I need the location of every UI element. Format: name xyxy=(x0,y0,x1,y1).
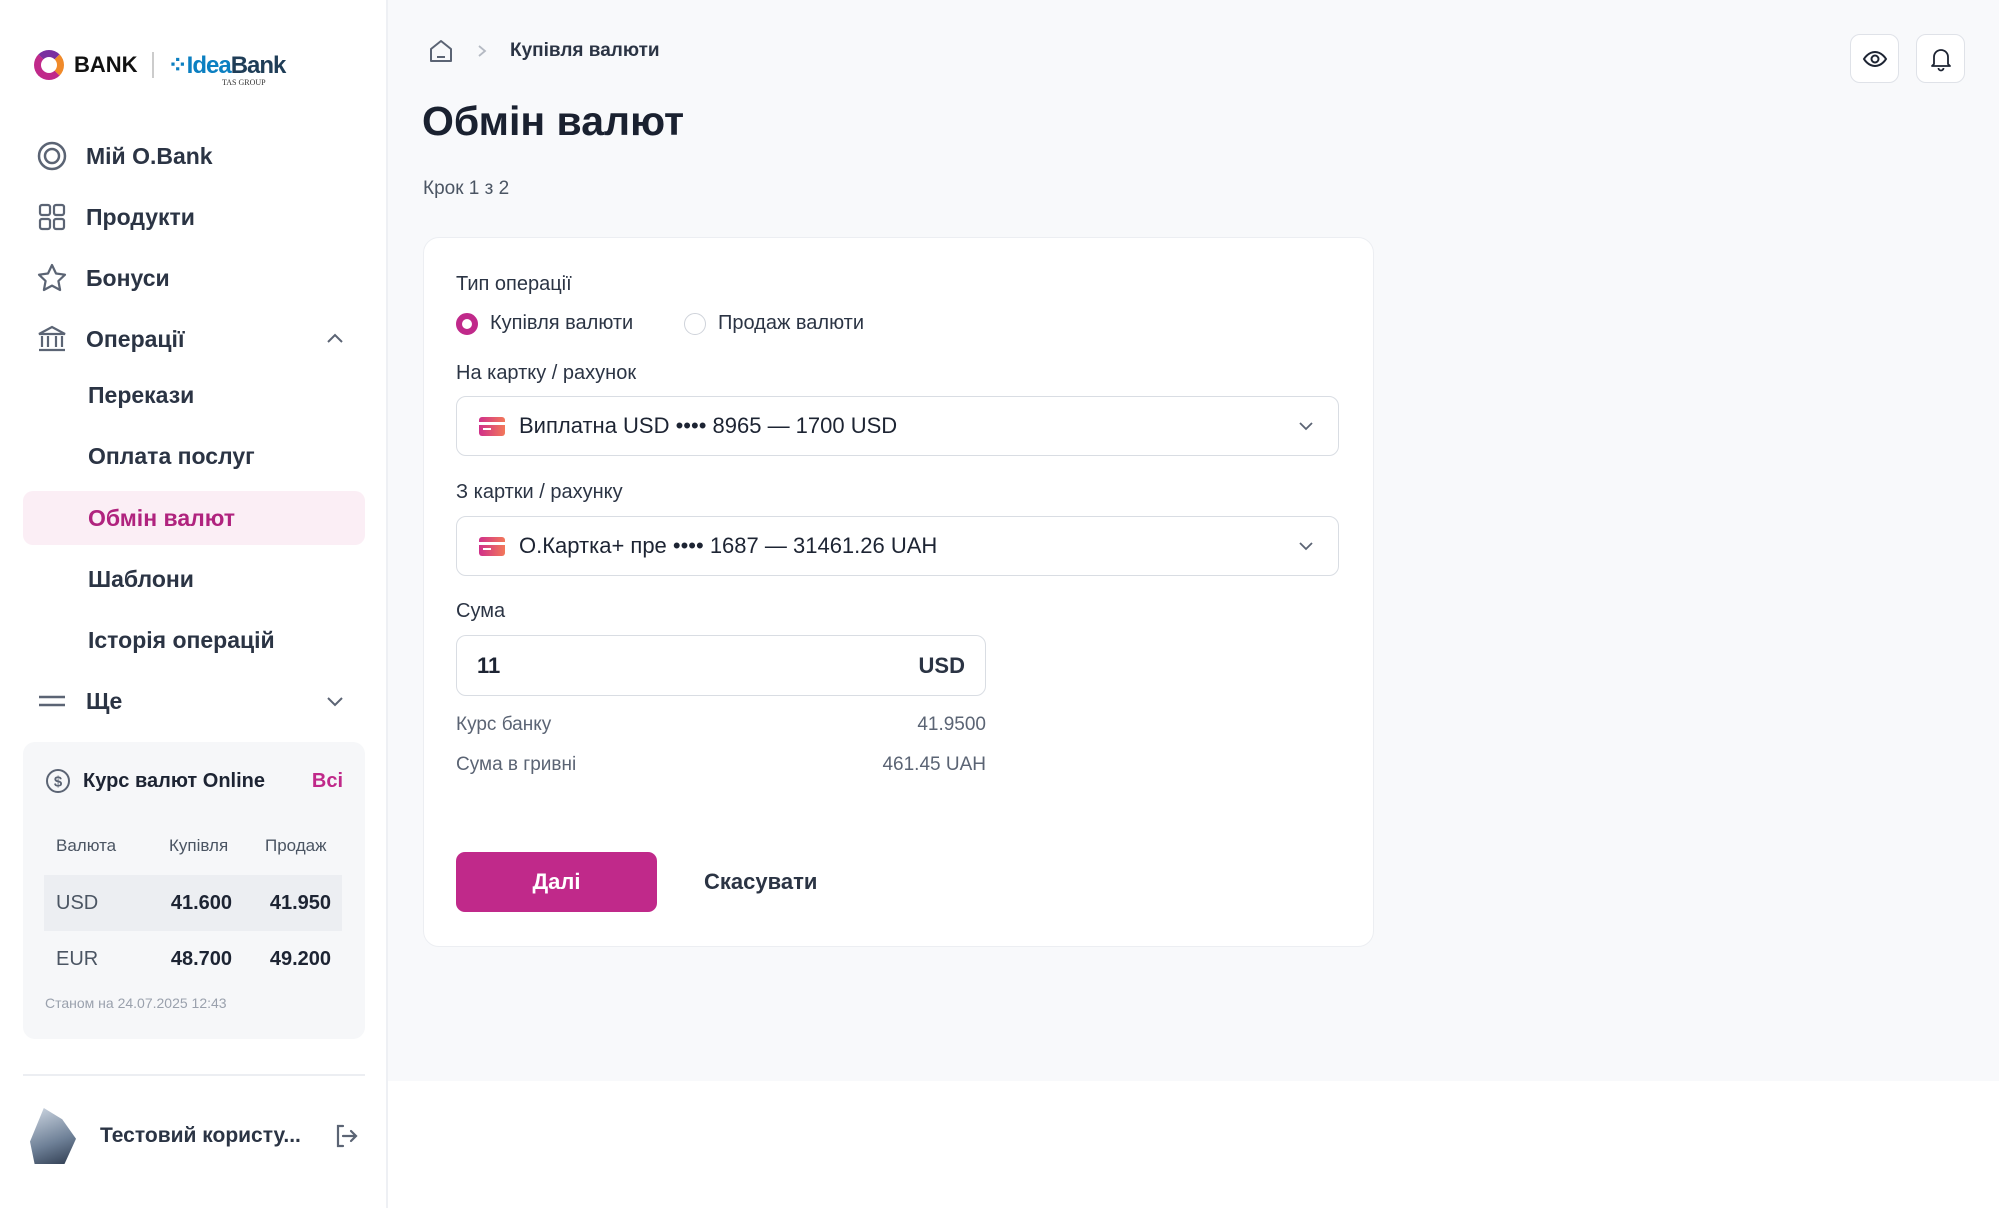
sidebar-item-label: Мій O.Bank xyxy=(86,142,213,169)
home-icon[interactable] xyxy=(428,38,454,64)
rate-buy: 41.600 xyxy=(170,892,232,914)
card-icon xyxy=(479,536,505,556)
rate-buy: 48.700 xyxy=(170,948,232,970)
sidebar-item-operations[interactable]: Операції xyxy=(36,323,346,355)
rates-header-buy: Купівля xyxy=(169,836,229,855)
radio-buy-currency[interactable]: Купівля валюти xyxy=(456,312,633,335)
page-title: Обмін валют xyxy=(422,98,685,144)
bank-icon xyxy=(38,325,66,352)
breadcrumb-current: Купівля валюти xyxy=(510,40,660,61)
breadcrumb: Купівля валюти xyxy=(428,38,660,64)
to-account-value: Виплатна USD •••• 8965 — 1700 USD xyxy=(519,413,898,438)
sidebar-subitem-currency-exchange[interactable]: Обмін валют xyxy=(88,505,236,531)
sidebar-active-highlight xyxy=(23,491,365,545)
from-account-label: З картки / рахунку xyxy=(456,481,623,503)
grid-icon xyxy=(38,203,66,231)
sidebar: BANK ⁘IdeaBank TAS GROUP Мій O.Bank Прод… xyxy=(0,0,388,1208)
user-profile[interactable]: Тестовий користу... xyxy=(30,1108,360,1164)
rates-header-sell: Продаж xyxy=(265,836,327,855)
eye-icon xyxy=(1862,50,1887,67)
amount-currency: USD xyxy=(918,652,965,678)
cancel-button[interactable]: Скасувати xyxy=(704,869,818,894)
dollar-circle-icon: $ xyxy=(46,769,70,793)
rates-timestamp: Станом на 24.07.2025 12:43 xyxy=(45,995,227,1011)
rates-row-usd: USD 41.600 41.950 xyxy=(44,875,342,931)
logout-icon[interactable] xyxy=(332,1122,360,1150)
from-account-select[interactable]: О.Картка+ пре •••• 1687 — 31461.26 UAH xyxy=(456,516,1339,576)
rates-row-eur: EUR 48.700 49.200 xyxy=(44,931,342,987)
uah-sum-row: Сума в гривні 461.45 UAH xyxy=(456,754,986,776)
radio-label: Купівля валюти xyxy=(490,312,634,334)
avatar xyxy=(30,1108,76,1164)
exchange-form-card xyxy=(423,237,1374,947)
sidebar-item-label: Операції xyxy=(86,325,185,352)
logo[interactable]: BANK ⁘IdeaBank TAS GROUP xyxy=(34,50,287,87)
next-button[interactable]: Далі xyxy=(456,852,657,912)
uah-sum-label: Сума в гривні xyxy=(456,754,577,775)
amount-value: 11 xyxy=(477,652,501,678)
tas-group-text: TAS GROUP xyxy=(222,78,266,87)
sidebar-item-products[interactable]: Продукти xyxy=(36,201,195,233)
sidebar-subitem-transfers[interactable]: Перекази xyxy=(88,382,195,408)
sidebar-item-label: Ще xyxy=(86,687,123,714)
ideabank-logo: ⁘IdeaBank xyxy=(167,51,287,79)
sidebar-item-bonuses[interactable]: Бонуси xyxy=(36,262,170,294)
sidebar-subitem-payments[interactable]: Оплата послуг xyxy=(88,443,255,469)
rate-sell: 41.950 xyxy=(269,892,331,914)
from-account-value: О.Картка+ пре •••• 1687 — 31461.26 UAH xyxy=(519,533,938,558)
sidebar-item-more[interactable]: Ще xyxy=(36,685,346,717)
rate-sell: 49.200 xyxy=(269,948,331,970)
rate-currency: EUR xyxy=(56,948,99,970)
star-icon xyxy=(37,263,67,292)
radio-label: Продаж валюти xyxy=(718,312,864,334)
amount-label: Сума xyxy=(456,600,506,622)
bell-icon xyxy=(1930,48,1951,71)
chevron-down-icon xyxy=(1299,422,1313,431)
bank-rate-value: 41.9500 xyxy=(917,714,986,735)
user-name: Тестовий користу... xyxy=(100,1124,301,1147)
radio-sell-currency[interactable]: Продаж валюти xyxy=(684,312,864,335)
obank-logo-icon xyxy=(34,50,64,80)
sidebar-subitem-history[interactable]: Історія операцій xyxy=(88,627,275,653)
sidebar-divider xyxy=(23,1074,365,1076)
to-account-label: На картку / рахунок xyxy=(456,362,637,384)
logo-separator xyxy=(151,52,154,78)
rates-all-link[interactable]: Всі xyxy=(311,770,343,792)
sidebar-item-label: Продукти xyxy=(86,203,195,230)
chevron-down-icon xyxy=(1299,542,1313,551)
bank-rate-row: Курс банку 41.9500 xyxy=(456,714,986,736)
notifications-button[interactable] xyxy=(1916,34,1965,83)
bank-rate-label: Курс банку xyxy=(456,714,552,735)
svg-text:$: $ xyxy=(54,774,63,791)
operation-type-label: Тип операції xyxy=(456,273,572,295)
uah-sum-value: 461.45 UAH xyxy=(882,754,986,775)
menu-icon xyxy=(39,695,65,707)
toggle-visibility-button[interactable] xyxy=(1850,34,1899,83)
radio-unselected-icon xyxy=(684,312,706,335)
rates-title: Курс валют Online xyxy=(83,769,265,792)
card-icon xyxy=(479,416,505,436)
chevron-up-icon[interactable] xyxy=(324,328,346,350)
chevron-right-icon xyxy=(478,45,487,57)
sidebar-item-my-obank[interactable]: Мій O.Bank xyxy=(36,140,213,172)
step-indicator: Крок 1 з 2 xyxy=(423,178,510,199)
sidebar-item-label: Бонуси xyxy=(86,264,170,291)
rates-header-currency: Валюта xyxy=(56,836,117,855)
target-icon xyxy=(37,141,67,171)
radio-selected-icon xyxy=(456,312,478,335)
sidebar-subitem-templates[interactable]: Шаблони xyxy=(88,566,194,592)
amount-input[interactable]: 11 USD xyxy=(456,635,986,696)
rate-currency: USD xyxy=(56,892,99,914)
obank-logo-text: BANK xyxy=(74,52,138,77)
exchange-rates-widget: $ Курс валют Online Всі Валюта Купівля П… xyxy=(23,742,365,1039)
chevron-down-icon[interactable] xyxy=(324,690,346,712)
to-account-select[interactable]: Виплатна USD •••• 8965 — 1700 USD xyxy=(456,396,1339,456)
